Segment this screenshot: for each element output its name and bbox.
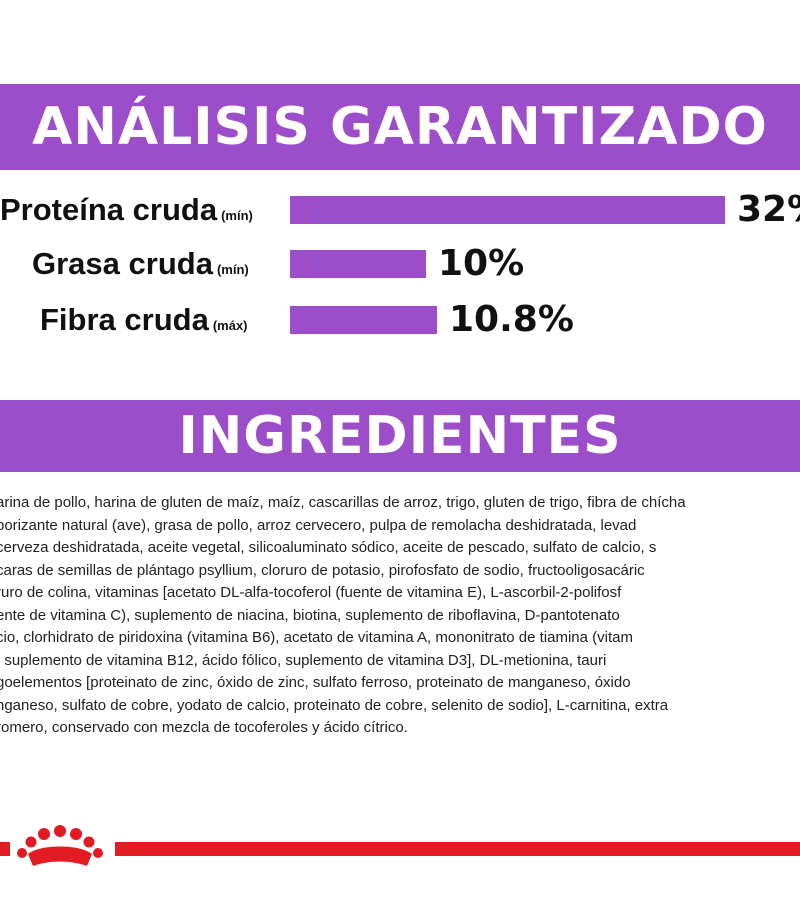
ingredients-line: ruro de colina, vitaminas [acetato DL-al… bbox=[0, 584, 622, 601]
nutrient-value: 10% bbox=[438, 243, 525, 284]
nutrient-name: Grasa cruda bbox=[32, 246, 213, 281]
nutrient-label: Grasa cruda (mín) bbox=[32, 244, 249, 290]
nutrient-name: Fibra cruda bbox=[40, 302, 209, 337]
footer-divider-left bbox=[0, 842, 10, 856]
ingredients-line: nganeso, sulfato de cobre, yodato de cal… bbox=[0, 696, 669, 714]
ingredients-title: INGREDIENTES bbox=[178, 406, 622, 466]
nutrient-qualifier: (máx) bbox=[212, 318, 248, 333]
nutrient-value: 10.8% bbox=[449, 299, 574, 340]
footer-divider bbox=[115, 842, 800, 856]
nutrient-qualifier: (mín) bbox=[216, 262, 249, 277]
nutrient-name: Proteína cruda bbox=[0, 192, 218, 227]
nutrient-value: 32% bbox=[737, 189, 800, 230]
ingredients-line: cio, clorhidrato de piridoxina (vitamina… bbox=[0, 629, 633, 646]
ingredients-line: romero, conservado con mezcla de tocofer… bbox=[0, 719, 408, 736]
nutrient-bar bbox=[290, 196, 725, 224]
ingredients-line: , suplemento de vitamina B12, ácido fóli… bbox=[0, 651, 607, 669]
royal-canin-crown-icon bbox=[17, 825, 103, 866]
ingredients-line: goelementos [proteinato de zinc, óxido d… bbox=[0, 674, 631, 691]
ingredients-title-banner: INGREDIENTES bbox=[0, 400, 800, 472]
ingredients-line: cerveza deshidratada, aceite vegetal, si… bbox=[0, 539, 657, 556]
ingredients-line: arina de pollo, harina de gluten de maíz… bbox=[0, 494, 686, 511]
nutrient-bar bbox=[290, 250, 426, 278]
analysis-title: ANÁLISIS GARANTIZADO bbox=[32, 97, 768, 157]
ingredients-line: borizante natural (ave), grasa de pollo,… bbox=[0, 516, 637, 534]
analysis-title-banner: ANÁLISIS GARANTIZADO bbox=[0, 84, 800, 170]
nutrient-qualifier: (mín) bbox=[221, 208, 253, 223]
nutrient-label: Proteína cruda (mín) bbox=[0, 190, 253, 236]
ingredients-list: arina de pollo, harina de gluten de maíz… bbox=[0, 492, 800, 742]
ingredients-line: ente de vitamina C), suplemento de niaci… bbox=[0, 606, 620, 624]
ingredients-line: caras de semillas de plántago psyllium, … bbox=[0, 561, 645, 579]
nutrient-label: Fibra cruda (máx) bbox=[40, 300, 248, 346]
nutrient-bar bbox=[290, 306, 437, 334]
